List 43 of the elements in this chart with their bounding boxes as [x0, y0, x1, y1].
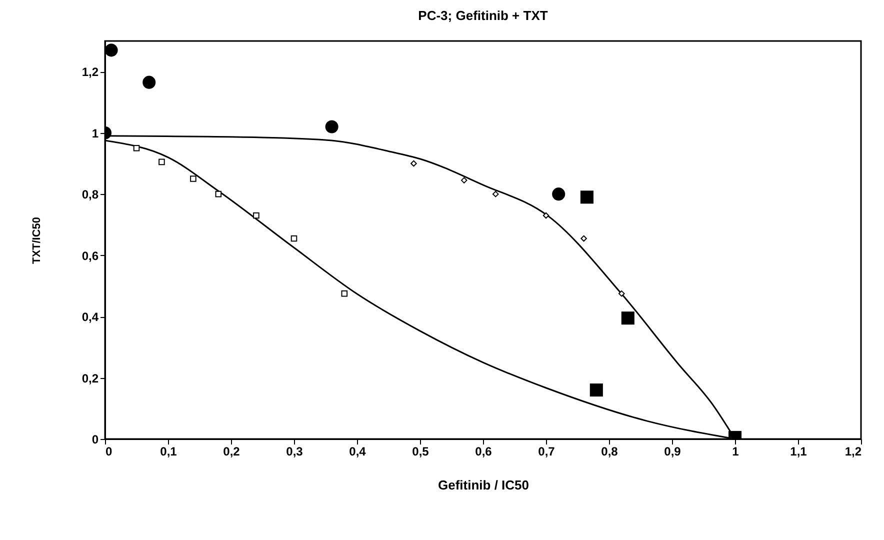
point [542, 212, 550, 219]
point [460, 177, 468, 184]
point [215, 190, 222, 198]
x-tick-label: 0,9 [664, 444, 682, 458]
point [190, 176, 196, 182]
x-tick-label: 1,2 [844, 444, 862, 458]
y-tick-label: 0,2 [82, 371, 99, 386]
point [105, 44, 118, 57]
point [142, 76, 156, 89]
y-tick-label: 0,6 [82, 248, 99, 263]
y-tick-label: 0 [92, 432, 99, 446]
point [590, 383, 603, 397]
x-axis-title: Gefitinib / IC50 [438, 478, 530, 492]
point [325, 120, 338, 134]
x-tick-label: 0,4 [349, 444, 366, 458]
chart-title: PC-3; Gefitinib + TXT [418, 8, 548, 23]
point [133, 145, 140, 152]
point [621, 312, 634, 325]
x-tick-label: 0,8 [601, 444, 618, 458]
x-tick-label: 0,5 [412, 444, 430, 458]
point [580, 235, 587, 242]
point [341, 290, 348, 297]
y-tick-label: 1,2 [82, 65, 99, 80]
point [158, 158, 165, 166]
point [410, 160, 417, 167]
y-tick-label: 1 [92, 126, 99, 140]
x-tick-label: 1 [732, 444, 740, 458]
y-tick-label: 0,8 [82, 188, 99, 202]
point [492, 190, 499, 198]
point [580, 190, 594, 204]
point [290, 235, 298, 242]
point [552, 188, 566, 201]
point [618, 290, 625, 297]
y-axis-title: TXT/IC50 [30, 216, 43, 264]
x-tick-label: 1,1 [790, 444, 808, 458]
x-tick-label: 0,2 [223, 444, 240, 458]
x-tick-label: 0,3 [286, 444, 304, 458]
point [253, 212, 260, 219]
y-tick-label: 0,4 [82, 310, 99, 324]
x-tick-label: 0 [106, 444, 112, 458]
x-tick-label: 0,1 [160, 444, 178, 458]
x-tick-label: 0,7 [538, 444, 556, 458]
x-tick-label: 0,6 [475, 444, 492, 458]
